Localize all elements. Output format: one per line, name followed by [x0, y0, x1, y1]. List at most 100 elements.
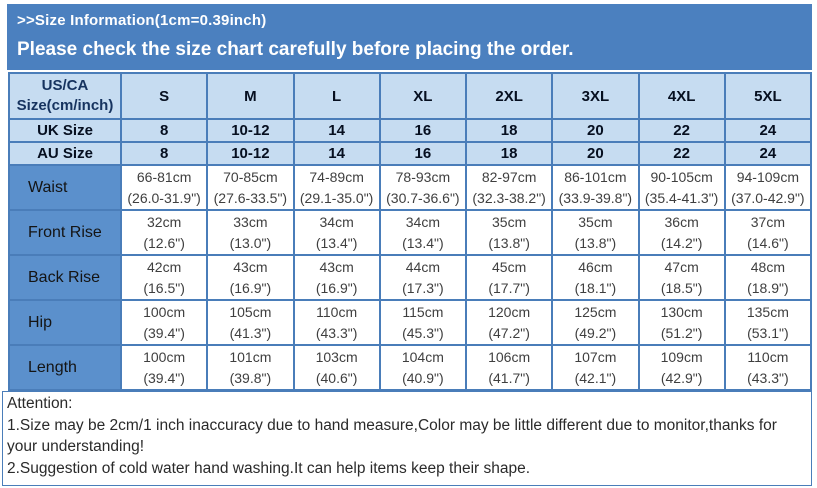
- measurement-cell: 110cm (43.3"): [723, 344, 813, 391]
- inch-value: (17.3"): [402, 279, 444, 296]
- cm-value: 34cm: [319, 213, 354, 230]
- cm-value: 66-81cm: [136, 168, 192, 185]
- measurement-cell: 109cm (42.9"): [637, 344, 726, 391]
- size-col-header-5xl: 5XL: [723, 72, 813, 120]
- inch-value: (13.8"): [488, 234, 530, 251]
- size-information-title: >>Size Information(1cm=0.39inch): [17, 12, 267, 29]
- back-rise-row-label: Back Rise: [8, 254, 122, 301]
- length-row-label: Length: [8, 344, 122, 391]
- measurement-cell: 34cm (13.4"): [378, 209, 468, 256]
- cm-value: 46cm: [578, 258, 613, 275]
- au-size-cell: 20: [551, 141, 640, 166]
- measurement-cell: 42cm (16.5"): [119, 254, 209, 301]
- cm-value: 86-101cm: [564, 168, 627, 185]
- size-col-header-xl: XL: [378, 72, 468, 120]
- inch-value: (13.4"): [402, 234, 444, 251]
- cm-value: 110cm: [747, 348, 789, 365]
- waist-row-label: Waist: [8, 164, 122, 211]
- inch-value: (51.2"): [660, 324, 703, 341]
- inch-value: (39.4"): [143, 369, 185, 386]
- cm-value: 82-97cm: [481, 168, 537, 185]
- uk-size-cell: 8: [119, 118, 209, 143]
- au-size-cell: 18: [464, 141, 554, 166]
- cm-value: 101cm: [229, 348, 272, 365]
- inch-value: (35.4-41.3"): [644, 189, 719, 206]
- measurement-cell: 70-85cm (27.6-33.5"): [206, 164, 295, 211]
- back-rise-row: Back Rise 42cm (16.5") 43cm (16.9") 43cm (1…: [8, 254, 813, 301]
- inch-value: (40.6"): [315, 369, 358, 386]
- inch-value: (29.1-35.0"): [299, 189, 374, 206]
- measurement-cell: 94-109cm (37.0-42.9"): [723, 164, 813, 211]
- cm-value: 78-93cm: [395, 168, 451, 185]
- cm-value: 35cm: [578, 213, 613, 230]
- corner-header-cell: US/CA Size(cm/inch): [8, 72, 122, 120]
- measurement-cell: 34cm (13.4"): [292, 209, 381, 256]
- measurement-cell: 130cm (51.2"): [637, 299, 726, 346]
- cm-value: 44cm: [405, 258, 440, 275]
- length-row: Length 100cm (39.4") 101cm (39.8") 103cm (4…: [8, 344, 813, 391]
- uk-size-cell: 20: [551, 118, 640, 143]
- inch-value: (16.5"): [143, 279, 185, 296]
- inch-value: (49.2"): [574, 324, 617, 341]
- inch-value: (41.3"): [229, 324, 272, 341]
- inch-value: (13.0"): [229, 234, 272, 251]
- inch-value: (39.4"): [143, 324, 185, 341]
- inch-value: (37.0-42.9"): [731, 189, 805, 206]
- cm-value: 109cm: [660, 348, 703, 365]
- measurement-cell: 33cm (13.0"): [206, 209, 295, 256]
- inch-value: (26.0-31.9"): [127, 189, 201, 206]
- uk-size-cell: 24: [723, 118, 813, 143]
- inch-value: (18.1"): [574, 279, 617, 296]
- size-header-row: US/CA Size(cm/inch) S M L XL 2XL 3XL 4XL…: [8, 72, 813, 120]
- cm-value: 103cm: [315, 348, 358, 365]
- cm-value: 45cm: [492, 258, 527, 275]
- inch-value: (39.8"): [229, 369, 272, 386]
- cm-value: 36cm: [664, 213, 699, 230]
- measurement-cell: 35cm (13.8"): [464, 209, 554, 256]
- uk-size-cell: 14: [292, 118, 381, 143]
- size-col-header-4xl: 4XL: [637, 72, 726, 120]
- size-chart-warning: Please check the size chart carefully be…: [17, 39, 574, 60]
- measurement-cell: 106cm (41.7"): [464, 344, 554, 391]
- inch-value: (27.6-33.5"): [213, 189, 288, 206]
- cm-value: 135cm: [746, 303, 789, 320]
- cm-value: 43cm: [233, 258, 268, 275]
- inch-value: (33.9-39.8"): [558, 189, 633, 206]
- measurement-cell: 78-93cm (30.7-36.6"): [378, 164, 468, 211]
- waist-row: Waist 66-81cm (26.0-31.9") 70-85cm (27.6-3…: [8, 164, 813, 211]
- corner-label-line2: Size(cm/inch): [16, 97, 114, 114]
- measurement-cell: 107cm (42.1"): [551, 344, 640, 391]
- cm-value: 70-85cm: [223, 168, 278, 185]
- inch-value: (32.3-38.2"): [472, 189, 546, 206]
- inch-value: (16.9"): [315, 279, 358, 296]
- au-size-cell: 24: [723, 141, 813, 166]
- cm-value: 35cm: [492, 213, 527, 230]
- inch-value: (12.6"): [143, 234, 185, 251]
- attention-note-1: 1.Size may be 2cm/1 inch inaccuracy due …: [7, 416, 777, 456]
- measurement-cell: 35cm (13.8"): [551, 209, 640, 256]
- measurement-cell: 125cm (49.2"): [551, 299, 640, 346]
- size-col-header-3xl: 3XL: [551, 72, 640, 120]
- measurement-cell: 100cm (39.4"): [119, 344, 209, 391]
- au-size-cell: 10-12: [206, 141, 295, 166]
- au-size-cell: 16: [378, 141, 468, 166]
- inch-value: (53.1"): [747, 324, 789, 341]
- measurement-cell: 135cm (53.1"): [723, 299, 813, 346]
- inch-value: (30.7-36.6"): [386, 189, 460, 206]
- au-size-cell: 8: [119, 141, 209, 166]
- measurement-cell: 36cm (14.2"): [637, 209, 726, 256]
- cm-value: 100cm: [143, 348, 186, 365]
- cm-value: 110cm: [316, 303, 358, 320]
- size-col-header-2xl: 2XL: [464, 72, 554, 120]
- inch-value: (13.4"): [315, 234, 358, 251]
- measurement-cell: 86-101cm (33.9-39.8"): [551, 164, 640, 211]
- cm-value: 37cm: [750, 213, 785, 230]
- measurement-cell: 37cm (14.6"): [723, 209, 813, 256]
- measurement-cell: 74-89cm (29.1-35.0"): [292, 164, 381, 211]
- cm-value: 34cm: [405, 213, 440, 230]
- inch-value: (18.5"): [660, 279, 703, 296]
- attention-box: Attention: 1.Size may be 2cm/1 inch inac…: [2, 391, 812, 486]
- attention-note-2: 2.Suggestion of cold water hand washing.…: [7, 459, 531, 477]
- measurement-cell: 101cm (39.8"): [206, 344, 295, 391]
- measurement-cell: 43cm (16.9"): [206, 254, 295, 301]
